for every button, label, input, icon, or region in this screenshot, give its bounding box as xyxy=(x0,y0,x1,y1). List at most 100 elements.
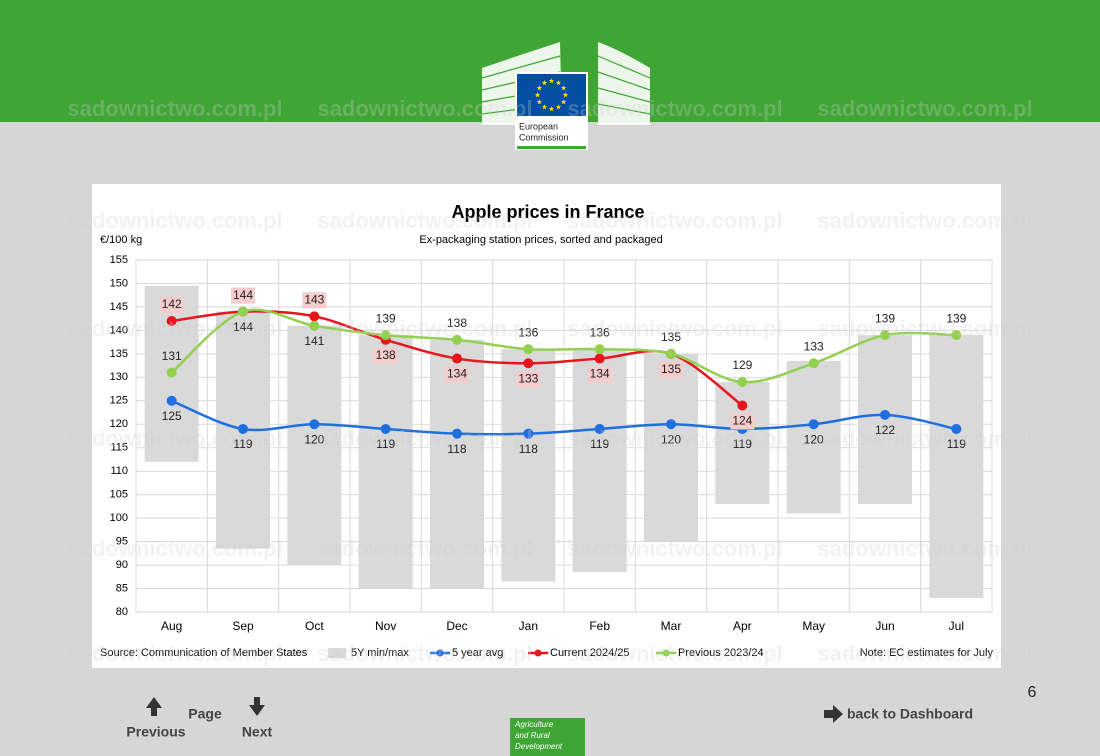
data-label: 119 xyxy=(590,437,609,451)
watermark: sadownictwo.com.pl xyxy=(817,641,1032,666)
dashboard-link[interactable]: back to Dashboard xyxy=(847,706,973,722)
data-label: 118 xyxy=(447,442,466,456)
label-box xyxy=(445,366,469,383)
watermark: sadownictwo.com.pl xyxy=(817,426,1032,451)
data-label: 122 xyxy=(875,423,895,437)
data-label: 119 xyxy=(376,437,395,451)
x-tick-label: Jun xyxy=(875,619,894,633)
data-point xyxy=(808,358,819,369)
y-tick-label: 130 xyxy=(110,371,128,383)
data-point xyxy=(452,428,462,439)
y-tick-label: 125 xyxy=(110,395,128,407)
y-tick-label: 150 xyxy=(110,277,128,289)
data-point xyxy=(238,306,248,317)
watermark: sadownictwo.com.pl xyxy=(317,96,532,121)
data-point xyxy=(309,311,320,322)
next-link[interactable]: Next xyxy=(242,724,273,740)
data-label: 144 xyxy=(233,288,253,302)
x-tick-label: May xyxy=(802,619,825,633)
data-point xyxy=(238,423,248,434)
y-tick-label: 115 xyxy=(110,442,128,454)
data-label: 133 xyxy=(804,339,824,353)
page-number: 6 xyxy=(1028,684,1037,701)
data-point xyxy=(594,353,605,364)
dashboard-arrow[interactable] xyxy=(824,705,843,723)
data-point xyxy=(951,330,962,341)
watermark: sadownictwo.com.pl xyxy=(67,641,282,666)
watermark: sadownictwo.com.pl xyxy=(67,426,282,451)
y-tick-label: 155 xyxy=(110,254,128,266)
previous-arrow[interactable] xyxy=(146,697,162,716)
data-point xyxy=(737,400,748,411)
x-tick-label: Jul xyxy=(949,619,964,633)
data-label: 129 xyxy=(732,358,752,372)
logo-text: European xyxy=(519,121,558,131)
data-point xyxy=(951,423,962,434)
eu-star xyxy=(555,80,562,86)
watermark: sadownictwo.com.pl xyxy=(67,316,282,341)
data-point xyxy=(166,316,177,327)
data-label: 131 xyxy=(162,349,182,363)
data-label: 135 xyxy=(661,362,681,376)
data-point xyxy=(594,423,605,434)
data-label: 139 xyxy=(376,311,396,325)
series-line xyxy=(171,399,957,436)
data-label: 119 xyxy=(947,437,966,451)
watermark: sadownictwo.com.pl xyxy=(317,316,532,341)
watermark: sadownictwo.com.pl xyxy=(567,96,782,121)
page-label: Page xyxy=(188,706,222,722)
watermark: sadownictwo.com.pl xyxy=(567,426,782,451)
data-label: 144 xyxy=(233,320,253,334)
label-box xyxy=(302,292,327,309)
data-label: 139 xyxy=(875,311,895,325)
label-box xyxy=(659,361,683,378)
legend-label: 5Y min/max xyxy=(351,647,409,659)
data-point xyxy=(737,377,748,388)
y-tick-label: 120 xyxy=(110,418,128,430)
x-tick-label: Nov xyxy=(375,619,396,633)
source: Source: Communication of Member States xyxy=(100,647,308,659)
eu-star xyxy=(548,78,555,84)
data-point xyxy=(380,423,391,434)
y-tick-label: 85 xyxy=(116,582,128,594)
range-bar xyxy=(287,325,342,566)
data-label: 118 xyxy=(519,442,538,456)
x-tick-label: Apr xyxy=(733,619,752,633)
data-point xyxy=(880,330,890,341)
x-tick-label: Feb xyxy=(589,619,610,633)
data-label: 141 xyxy=(304,334,324,348)
data-label: 138 xyxy=(447,316,467,330)
eu-star xyxy=(548,106,555,112)
logo-text: Commission xyxy=(519,132,569,142)
eu-star xyxy=(536,85,543,91)
eu-star xyxy=(555,104,562,110)
watermark: sadownictwo.com.pl xyxy=(817,316,1032,341)
watermark: sadownictwo.com.pl xyxy=(67,536,282,561)
data-label: 119 xyxy=(233,437,252,451)
range-bar xyxy=(929,335,984,598)
dg-text: and Rural xyxy=(515,731,550,740)
label-box xyxy=(231,287,255,304)
next-arrow[interactable] xyxy=(249,697,265,716)
data-point xyxy=(452,334,462,345)
legend-label: Previous 2023/24 xyxy=(678,647,764,659)
watermark: sadownictwo.com.pl xyxy=(817,536,1032,561)
data-point xyxy=(880,409,890,420)
data-label: 143 xyxy=(304,292,324,306)
data-label: 125 xyxy=(162,409,182,423)
watermark: sadownictwo.com.pl xyxy=(567,536,782,561)
x-tick-label: Oct xyxy=(305,619,324,633)
label-box xyxy=(516,371,541,388)
data-point xyxy=(309,320,320,331)
previous-link[interactable]: Previous xyxy=(126,724,185,740)
label-box xyxy=(159,297,184,314)
y-tick-label: 80 xyxy=(116,606,128,618)
data-point xyxy=(452,353,462,364)
eu-star xyxy=(562,92,569,98)
legend-dot xyxy=(436,649,444,657)
watermark: sadownictwo.com.pl xyxy=(317,208,532,233)
data-point xyxy=(666,419,676,430)
watermark: sadownictwo.com.pl xyxy=(67,96,282,121)
x-tick-label: Dec xyxy=(446,619,467,633)
legend-label: 5 year avg xyxy=(452,647,503,659)
